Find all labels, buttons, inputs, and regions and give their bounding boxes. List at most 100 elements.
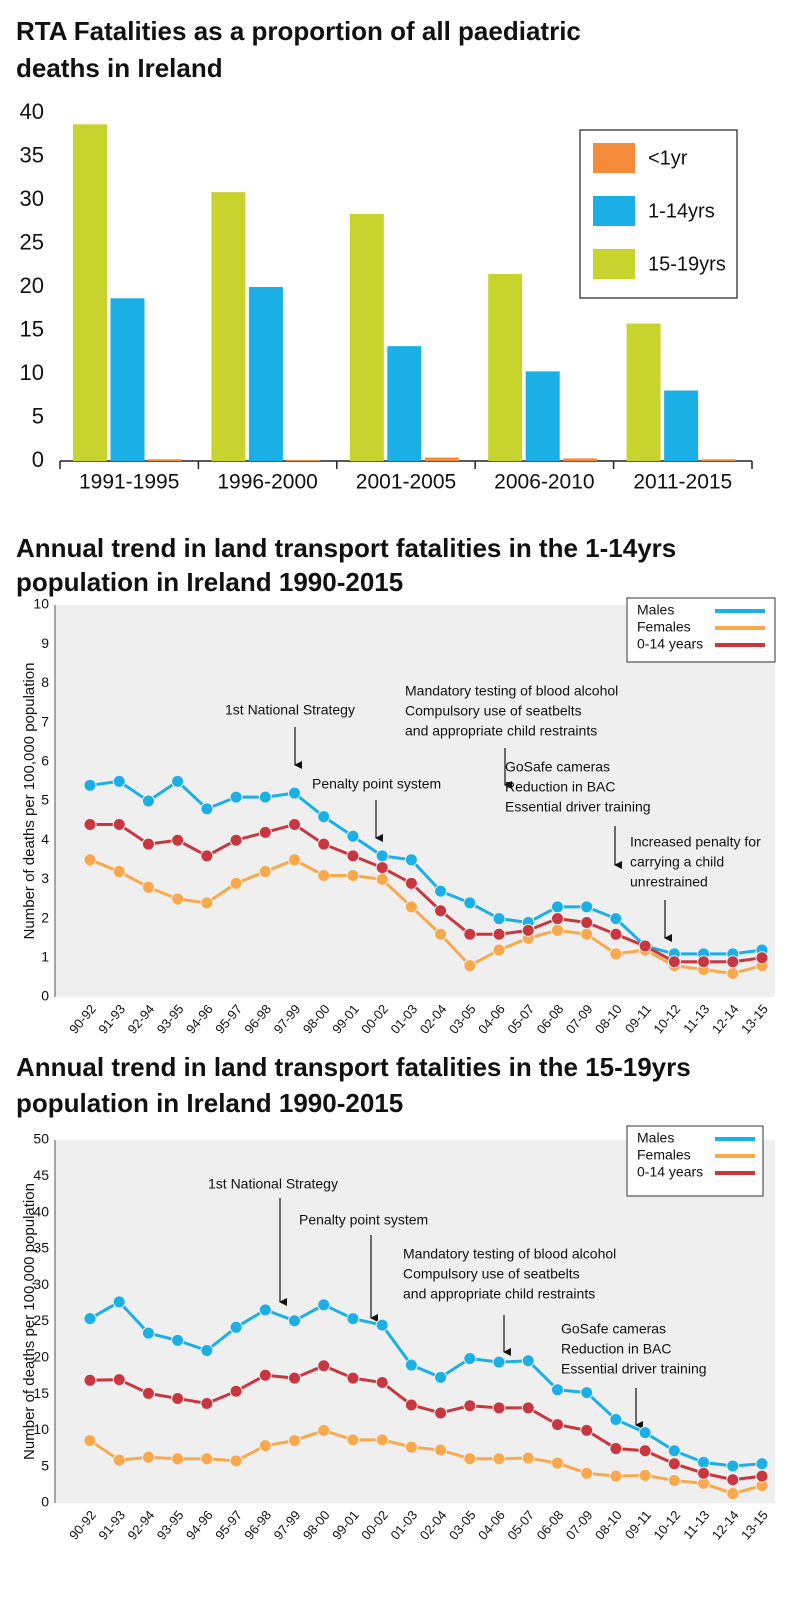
x-tick-label: 00-02: [358, 1507, 391, 1542]
point: [667, 1457, 681, 1471]
point: [83, 1434, 97, 1448]
y-tick-label: 6: [41, 753, 49, 769]
point: [171, 833, 185, 847]
point: [229, 1320, 243, 1334]
x-tick-label: 12-14: [709, 1507, 742, 1542]
bar: [424, 457, 459, 461]
point: [288, 853, 302, 867]
point: [346, 868, 360, 882]
x-tick-label: 13-15: [738, 1001, 771, 1036]
point: [492, 912, 506, 926]
point: [258, 825, 272, 839]
point: [434, 904, 448, 918]
point: [492, 943, 506, 957]
point: [697, 955, 711, 969]
x-tick-label: 92-94: [125, 1001, 158, 1036]
x-tick-label: 13-15: [738, 1507, 771, 1542]
point: [200, 1452, 214, 1466]
y-tick-label: 0: [41, 1494, 49, 1510]
point: [434, 884, 448, 898]
annotation: GoSafe cameras: [561, 1321, 666, 1337]
x-tick-label: 94-96: [183, 1507, 216, 1542]
y-tick-label: 10: [33, 596, 49, 612]
point: [550, 1456, 564, 1470]
point: [638, 1444, 652, 1458]
x-tick-label: 07-09: [563, 1507, 596, 1542]
point: [288, 1434, 302, 1448]
point: [375, 872, 389, 886]
x-tick-label: 2011-2015: [633, 471, 732, 494]
point: [755, 1469, 769, 1483]
legend-label: 0-14 years: [637, 636, 703, 652]
point: [229, 833, 243, 847]
point: [171, 1333, 185, 1347]
x-tick-label: 02-04: [417, 1507, 450, 1542]
x-tick-label: 01-03: [387, 1001, 420, 1036]
point: [755, 1457, 769, 1471]
x-tick-label: 90-92: [66, 1507, 99, 1542]
point: [112, 774, 126, 788]
annotation: and appropriate child restraints: [403, 1286, 595, 1302]
point: [492, 1452, 506, 1466]
point: [83, 1373, 97, 1387]
point: [638, 939, 652, 953]
legend-label: Females: [637, 1147, 691, 1163]
legend-label: Males: [637, 602, 674, 618]
point: [755, 951, 769, 965]
point: [580, 916, 594, 930]
point: [404, 1440, 418, 1454]
x-tick-label: 01-03: [387, 1507, 420, 1542]
chart-title: population in Ireland 1990-2015: [16, 1088, 403, 1118]
y-tick-label: 30: [20, 186, 44, 211]
annotation: Reduction in BAC: [505, 779, 616, 795]
x-tick-label: 96-98: [241, 1001, 274, 1036]
bar: [664, 390, 699, 461]
x-tick-label: 97-99: [271, 1001, 304, 1036]
x-tick-label: 2001-2005: [356, 471, 456, 494]
annotation: Essential driver training: [561, 1361, 707, 1377]
chart-title: RTA Fatalities as a proportion of all pa…: [16, 16, 581, 46]
point: [492, 1355, 506, 1369]
legend-swatch: [593, 196, 635, 226]
point: [200, 849, 214, 863]
point: [229, 790, 243, 804]
point: [550, 923, 564, 937]
point: [83, 778, 97, 792]
y-tick-label: 35: [20, 142, 44, 167]
y-axis-label: Number of deaths per 100,000 population: [21, 1183, 38, 1460]
point: [317, 1298, 331, 1312]
x-tick-label: 08-10: [592, 1507, 625, 1542]
point: [229, 876, 243, 890]
x-tick-label: 05-07: [504, 1001, 537, 1036]
point: [609, 947, 623, 961]
x-tick-label: 12-14: [709, 1001, 742, 1036]
x-tick-label: 04-06: [475, 1507, 508, 1542]
bar: [387, 346, 422, 461]
annotation: Increased penalty for: [630, 834, 761, 850]
x-tick-label: 94-96: [183, 1001, 216, 1036]
point: [726, 966, 740, 980]
point: [83, 853, 97, 867]
point: [346, 1371, 360, 1385]
x-tick-label: 93-95: [154, 1001, 187, 1036]
point: [200, 1397, 214, 1411]
bar: [563, 458, 598, 461]
chart-title: Annual trend in land transport fatalitie…: [16, 533, 676, 563]
x-tick-label: 1991-1995: [79, 471, 179, 494]
point: [229, 1384, 243, 1398]
point: [375, 861, 389, 875]
point: [463, 959, 477, 973]
x-tick-label: 91-93: [95, 1507, 128, 1542]
point: [375, 849, 389, 863]
x-tick-label: 10-12: [650, 1001, 683, 1036]
legend-label: <1yr: [648, 147, 688, 169]
plot-area: [55, 605, 775, 997]
bar: [626, 323, 661, 461]
x-tick-label: 95-97: [212, 1507, 245, 1542]
point: [434, 1370, 448, 1384]
point: [258, 790, 272, 804]
point: [434, 1406, 448, 1420]
point: [375, 1375, 389, 1389]
x-tick-label: 93-95: [154, 1507, 187, 1542]
x-tick-label: 96-98: [241, 1507, 274, 1542]
